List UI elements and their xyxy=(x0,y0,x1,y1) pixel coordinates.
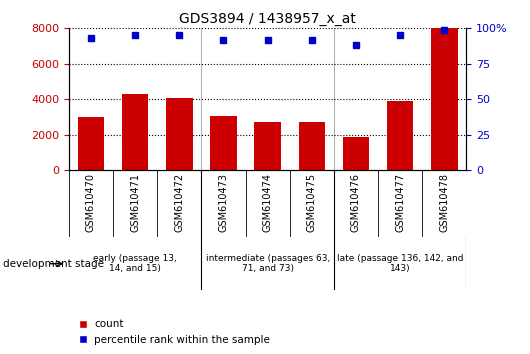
Text: GSM610476: GSM610476 xyxy=(351,173,361,232)
Bar xyxy=(122,94,148,170)
Text: GSM610473: GSM610473 xyxy=(218,173,228,232)
Text: GSM610474: GSM610474 xyxy=(263,173,272,232)
Bar xyxy=(166,98,192,170)
Text: intermediate (passages 63,
71, and 73): intermediate (passages 63, 71, and 73) xyxy=(206,254,330,273)
Bar xyxy=(343,137,369,170)
Text: GSM610477: GSM610477 xyxy=(395,173,405,233)
Bar xyxy=(254,122,281,170)
Text: GSM610472: GSM610472 xyxy=(174,173,184,233)
Title: GDS3894 / 1438957_x_at: GDS3894 / 1438957_x_at xyxy=(179,12,356,26)
Legend: count, percentile rank within the sample: count, percentile rank within the sample xyxy=(74,315,274,349)
Bar xyxy=(431,28,457,170)
Text: GSM610471: GSM610471 xyxy=(130,173,140,232)
Text: late (passage 136, 142, and
143): late (passage 136, 142, and 143) xyxy=(337,254,463,273)
Text: GSM610475: GSM610475 xyxy=(307,173,317,233)
Bar xyxy=(298,122,325,170)
Text: development stage: development stage xyxy=(3,259,104,269)
Bar xyxy=(78,117,104,170)
Text: GSM610478: GSM610478 xyxy=(439,173,449,232)
Text: early (passage 13,
14, and 15): early (passage 13, 14, and 15) xyxy=(93,254,177,273)
Bar xyxy=(387,101,413,170)
Text: GSM610470: GSM610470 xyxy=(86,173,96,232)
Bar xyxy=(210,116,237,170)
